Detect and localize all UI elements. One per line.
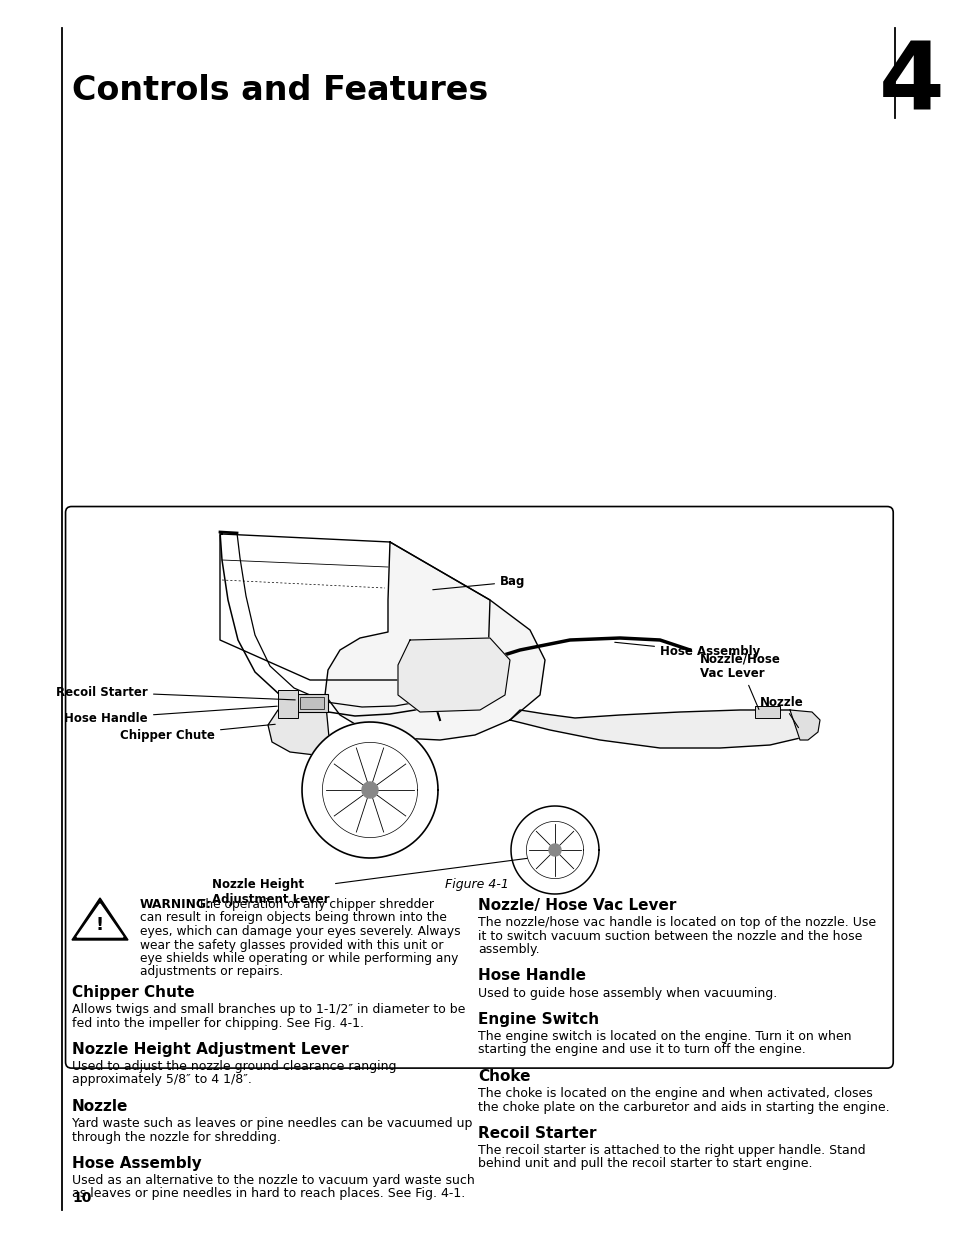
Polygon shape xyxy=(397,638,510,713)
Text: can result in foreign objects being thrown into the: can result in foreign objects being thro… xyxy=(140,911,446,925)
Polygon shape xyxy=(77,904,123,937)
Text: Engine Switch: Engine Switch xyxy=(477,1011,598,1028)
Text: Allows twigs and small branches up to 1-1/2″ in diameter to be: Allows twigs and small branches up to 1-… xyxy=(71,1003,465,1016)
Text: Controls and Features: Controls and Features xyxy=(71,74,488,106)
Text: it to switch vacuum suction between the nozzle and the hose: it to switch vacuum suction between the … xyxy=(477,930,862,942)
Polygon shape xyxy=(268,695,330,755)
Text: !: ! xyxy=(96,916,104,934)
Polygon shape xyxy=(361,782,377,798)
Text: Nozzle Height
Adjustment Lever: Nozzle Height Adjustment Lever xyxy=(213,858,527,906)
Text: The choke is located on the engine and when activated, closes: The choke is located on the engine and w… xyxy=(477,1087,872,1100)
Text: The nozzle/hose vac handle is located on top of the nozzle. Use: The nozzle/hose vac handle is located on… xyxy=(477,916,875,929)
Text: The recoil starter is attached to the right upper handle. Stand: The recoil starter is attached to the ri… xyxy=(477,1144,864,1157)
Text: Yard waste such as leaves or pine needles can be vacuumed up: Yard waste such as leaves or pine needle… xyxy=(71,1116,472,1130)
Text: Recoil Starter: Recoil Starter xyxy=(56,685,294,700)
Polygon shape xyxy=(302,722,437,858)
Text: The operation of any chipper shredder: The operation of any chipper shredder xyxy=(193,898,434,911)
Text: 10: 10 xyxy=(71,1191,91,1205)
Text: Hose Handle: Hose Handle xyxy=(477,968,585,983)
Text: Recoil Starter: Recoil Starter xyxy=(477,1126,596,1141)
Bar xyxy=(295,694,328,713)
Text: approximately 5/8″ to 4 1/8″.: approximately 5/8″ to 4 1/8″. xyxy=(71,1073,252,1087)
Text: Nozzle/ Hose Vac Lever: Nozzle/ Hose Vac Lever xyxy=(477,898,676,913)
Polygon shape xyxy=(510,710,809,748)
Text: Choke: Choke xyxy=(477,1070,530,1084)
Text: Nozzle: Nozzle xyxy=(760,695,803,727)
Polygon shape xyxy=(511,806,598,894)
Text: Hose Assembly: Hose Assembly xyxy=(614,642,760,658)
Text: eye shields while operating or while performing any: eye shields while operating or while per… xyxy=(140,952,457,965)
Text: 4: 4 xyxy=(879,40,943,131)
Text: Chipper Chute: Chipper Chute xyxy=(120,724,275,741)
Text: Nozzle/Hose
Vac Lever: Nozzle/Hose Vac Lever xyxy=(700,652,781,709)
Text: Nozzle: Nozzle xyxy=(71,1099,129,1114)
Text: behind unit and pull the recoil starter to start engine.: behind unit and pull the recoil starter … xyxy=(477,1157,812,1171)
Text: Chipper Chute: Chipper Chute xyxy=(71,986,194,1000)
Text: Used to guide hose assembly when vacuuming.: Used to guide hose assembly when vacuumi… xyxy=(477,987,777,999)
Text: through the nozzle for shredding.: through the nozzle for shredding. xyxy=(71,1130,280,1144)
Polygon shape xyxy=(325,542,544,740)
Bar xyxy=(754,706,780,718)
Text: Nozzle Height Adjustment Lever: Nozzle Height Adjustment Lever xyxy=(71,1042,349,1057)
Text: Hose Assembly: Hose Assembly xyxy=(71,1156,201,1171)
Text: the choke plate on the carburetor and aids in starting the engine.: the choke plate on the carburetor and ai… xyxy=(477,1100,889,1114)
FancyBboxPatch shape xyxy=(66,506,892,1068)
Text: assembly.: assembly. xyxy=(477,944,539,956)
Polygon shape xyxy=(220,534,490,680)
Text: as leaves or pine needles in hard to reach places. See Fig. 4-1.: as leaves or pine needles in hard to rea… xyxy=(71,1188,465,1200)
Text: Figure 4-1: Figure 4-1 xyxy=(445,878,508,890)
Text: Bag: Bag xyxy=(433,576,525,590)
Bar xyxy=(299,697,324,709)
Text: eyes, which can damage your eyes severely. Always: eyes, which can damage your eyes severel… xyxy=(140,925,460,939)
Text: wear the safety glasses provided with this unit or: wear the safety glasses provided with th… xyxy=(140,939,443,951)
Text: WARNING:: WARNING: xyxy=(140,898,212,911)
Bar xyxy=(277,690,297,718)
Polygon shape xyxy=(789,710,820,740)
Text: The engine switch is located on the engine. Turn it on when: The engine switch is located on the engi… xyxy=(477,1030,851,1044)
Polygon shape xyxy=(71,898,128,940)
Text: Used as an alternative to the nozzle to vacuum yard waste such: Used as an alternative to the nozzle to … xyxy=(71,1174,475,1187)
Polygon shape xyxy=(548,844,560,856)
Text: starting the engine and use it to turn off the engine.: starting the engine and use it to turn o… xyxy=(477,1044,805,1056)
Text: Used to adjust the nozzle ground clearance ranging: Used to adjust the nozzle ground clearan… xyxy=(71,1060,396,1073)
Text: adjustments or repairs.: adjustments or repairs. xyxy=(140,966,283,978)
Text: Hose Handle: Hose Handle xyxy=(64,706,277,725)
Text: fed into the impeller for chipping. See Fig. 4-1.: fed into the impeller for chipping. See … xyxy=(71,1016,364,1030)
